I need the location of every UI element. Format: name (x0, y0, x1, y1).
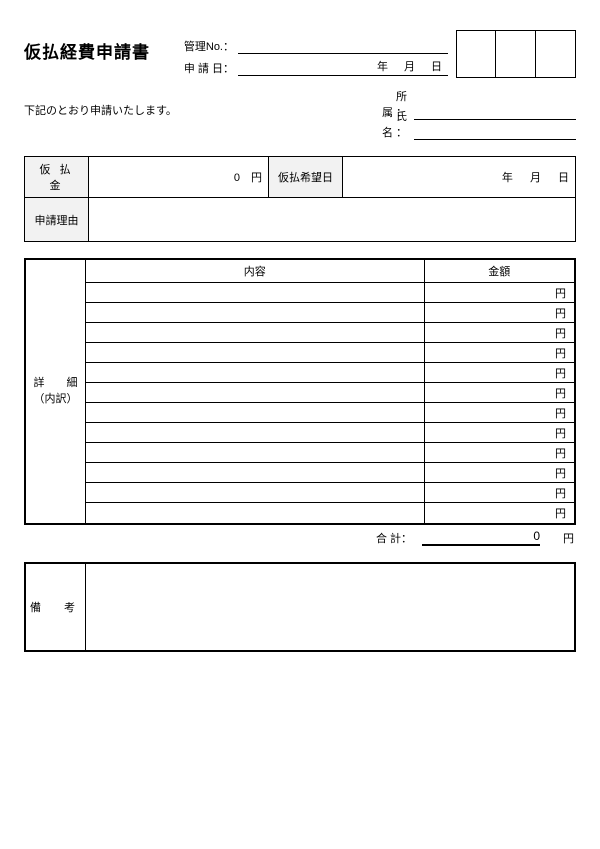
header-row: 仮払経費申請書 管理No.： 申 請 日： 年 月 日 (24, 30, 576, 78)
advance-amount-label: 仮 払 金 (25, 157, 89, 198)
detail-amount-cell[interactable]: 円 (424, 503, 574, 523)
detail-row: 円 (86, 463, 574, 483)
header-fields: 管理No.： 申 請 日： 年 月 日 (150, 30, 448, 76)
remarks-label: 備 考 (26, 564, 86, 650)
apply-date-field[interactable]: 年 月 日 (238, 58, 448, 76)
detail-description-cell[interactable] (86, 283, 424, 303)
apply-date-row: 申 請 日： 年 月 日 (174, 54, 448, 76)
mgmt-no-field[interactable] (238, 36, 448, 54)
detail-row: 円 (86, 323, 574, 343)
year-unit: 年 (377, 58, 388, 74)
detail-row: 円 (86, 503, 574, 523)
details-label-2: （内訳） (34, 391, 78, 408)
day-unit: 日 (431, 58, 442, 74)
col-description: 内容 (86, 260, 424, 283)
detail-row: 円 (86, 423, 574, 443)
advance-amount-value: 0 (234, 172, 240, 184)
detail-amount-cell[interactable]: 円 (424, 343, 574, 363)
detail-description-cell[interactable] (86, 463, 424, 483)
detail-description-cell[interactable] (86, 423, 424, 443)
seal-box[interactable] (456, 30, 496, 78)
document-title: 仮払経費申請書 (24, 30, 150, 63)
remarks-section: 備 考 (24, 562, 576, 652)
details-side-label: 詳 細 （内訳） (26, 260, 86, 523)
detail-row: 円 (86, 363, 574, 383)
day-unit: 日 (558, 172, 569, 184)
reason-label: 申請理由 (25, 198, 89, 242)
detail-description-cell[interactable] (86, 383, 424, 403)
detail-description-cell[interactable] (86, 363, 424, 383)
total-unit: 円 (550, 530, 574, 546)
details-label-1: 詳 細 (34, 375, 78, 392)
detail-row: 円 (86, 483, 574, 503)
detail-amount-cell[interactable]: 円 (424, 303, 574, 323)
col-amount: 金額 (424, 260, 574, 283)
detail-amount-cell[interactable]: 円 (424, 423, 574, 443)
detail-row: 円 (86, 343, 574, 363)
name-fields: 所 属： 氏 名： (366, 100, 576, 140)
total-value: 0 (422, 529, 540, 546)
detail-amount-cell[interactable]: 円 (424, 383, 574, 403)
intro-text: 下記のとおり申請いたします。 (24, 100, 177, 140)
detail-row: 円 (86, 443, 574, 463)
year-unit: 年 (502, 172, 513, 184)
detail-amount-cell[interactable]: 円 (424, 443, 574, 463)
apply-date-label: 申 請 日： (174, 60, 238, 76)
detail-row: 円 (86, 383, 574, 403)
month-unit: 月 (404, 58, 415, 74)
detail-row: 円 (86, 303, 574, 323)
detail-row: 円 (86, 283, 574, 303)
detail-description-cell[interactable] (86, 303, 424, 323)
detail-amount-cell[interactable]: 円 (424, 363, 574, 383)
detail-row: 円 (86, 403, 574, 423)
mgmt-no-row: 管理No.： (174, 32, 448, 54)
details-table: 内容 金額 円円円円円円円円円円円円 (86, 260, 574, 523)
details-section: 詳 細 （内訳） 内容 金額 円円円円円円円円円円円円 (24, 258, 576, 525)
mgmt-no-label: 管理No.： (174, 38, 238, 54)
detail-description-cell[interactable] (86, 323, 424, 343)
detail-description-cell[interactable] (86, 403, 424, 423)
detail-amount-cell[interactable]: 円 (424, 483, 574, 503)
detail-amount-cell[interactable]: 円 (424, 283, 574, 303)
name-row: 氏 名： (366, 120, 576, 140)
detail-amount-cell[interactable]: 円 (424, 323, 574, 343)
advance-amount-cell[interactable]: 0 円 (89, 157, 269, 198)
wish-date-label: 仮払希望日 (269, 157, 343, 198)
month-unit: 月 (530, 172, 541, 184)
approval-seal-boxes (456, 30, 576, 78)
seal-box[interactable] (496, 30, 536, 78)
yen-unit: 円 (251, 172, 262, 184)
intro-block: 下記のとおり申請いたします。 所 属： 氏 名： (24, 100, 576, 140)
detail-description-cell[interactable] (86, 343, 424, 363)
name-field[interactable] (414, 124, 576, 140)
remarks-field[interactable] (86, 564, 574, 650)
total-row: 合 計： 0 円 (24, 529, 576, 546)
detail-description-cell[interactable] (86, 443, 424, 463)
seal-box[interactable] (536, 30, 576, 78)
advance-table: 仮 払 金 0 円 仮払希望日 年 月 日 申請理由 (24, 156, 576, 242)
total-label: 合 計： (376, 530, 412, 546)
name-label: 氏 名： (366, 108, 414, 140)
wish-date-cell[interactable]: 年 月 日 (343, 157, 576, 198)
detail-amount-cell[interactable]: 円 (424, 463, 574, 483)
details-body: 内容 金額 円円円円円円円円円円円円 (86, 260, 574, 523)
reason-field[interactable] (89, 198, 576, 242)
detail-description-cell[interactable] (86, 503, 424, 523)
affiliation-field[interactable] (414, 104, 576, 120)
detail-description-cell[interactable] (86, 483, 424, 503)
detail-amount-cell[interactable]: 円 (424, 403, 574, 423)
